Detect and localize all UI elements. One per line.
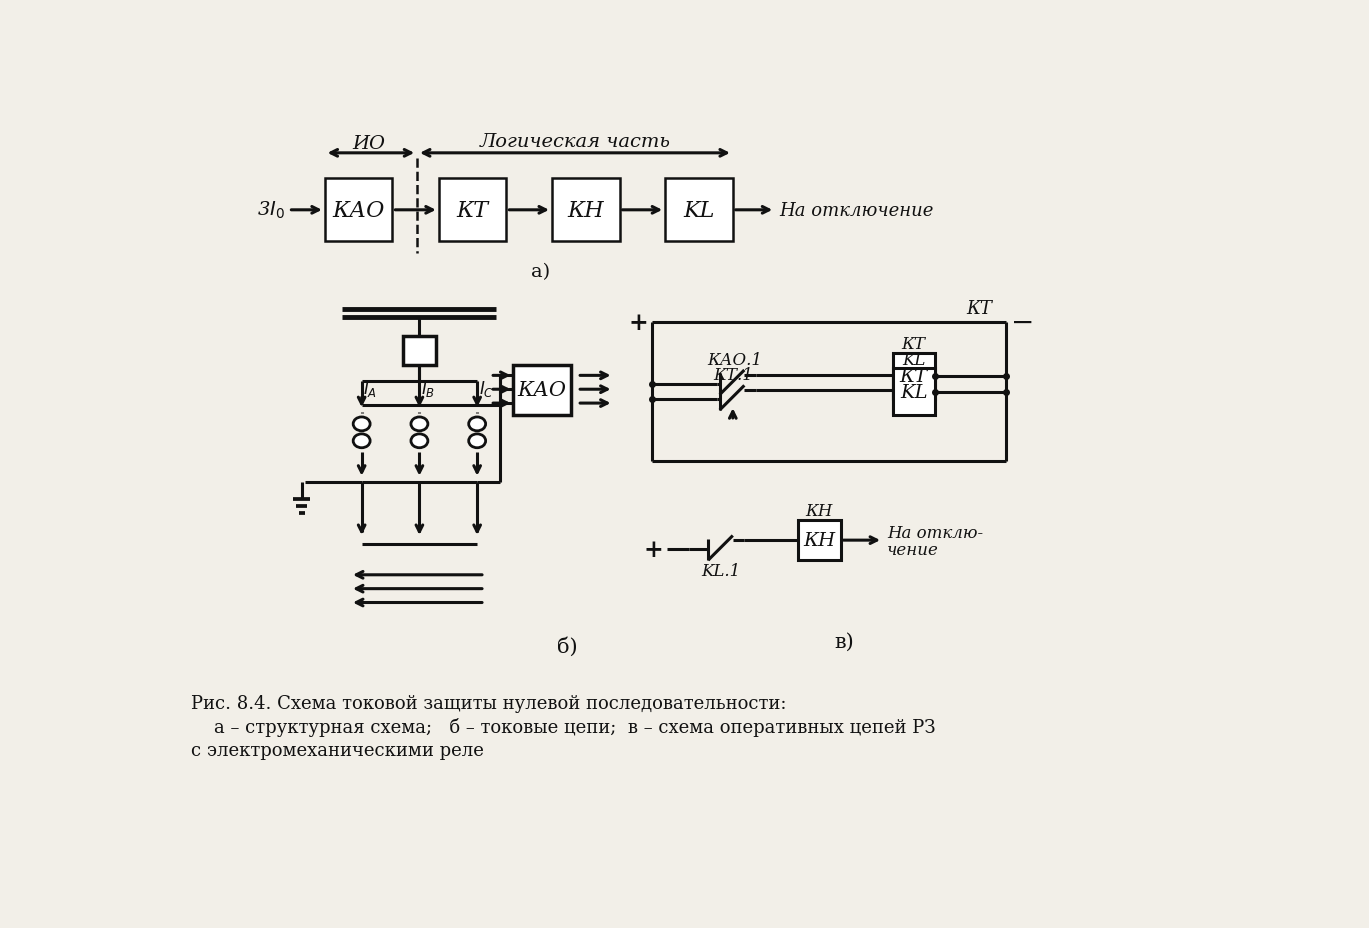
Text: Логическая часть: Логическая часть (479, 133, 671, 151)
Text: КТ: КТ (902, 336, 925, 353)
Ellipse shape (411, 418, 428, 432)
Text: +: + (628, 311, 648, 335)
Text: $I_B$: $I_B$ (420, 379, 435, 399)
Text: чение: чение (887, 541, 939, 559)
Text: КТ.1: КТ.1 (713, 367, 753, 383)
Text: 3$I_0$: 3$I_0$ (257, 200, 285, 221)
Text: На отклю-: На отклю- (887, 524, 983, 541)
Bar (404, 337, 435, 366)
Text: KL: KL (902, 352, 925, 368)
Text: КТ: КТ (456, 200, 489, 222)
Text: −: − (1012, 309, 1035, 336)
Text: KL: KL (899, 383, 928, 401)
Text: КАО: КАО (517, 380, 567, 400)
Text: КН: КН (806, 502, 834, 519)
Text: КН: КН (567, 200, 604, 222)
Text: КТ: КТ (967, 300, 993, 318)
Text: Рис. 8.4. Схема токовой защиты нулевой последовательности:: Рис. 8.4. Схема токовой защиты нулевой п… (192, 695, 787, 713)
Text: ИО: ИО (352, 135, 385, 152)
Bar (552, 179, 620, 242)
Text: а – структурная схема;   б – токовые цепи;  в – схема оперативных цепей РЗ: а – структурная схема; б – токовые цепи;… (192, 717, 936, 736)
Text: $I_C$: $I_C$ (479, 379, 494, 399)
Ellipse shape (468, 434, 486, 448)
Bar (893, 354, 935, 400)
Bar (324, 179, 393, 242)
Text: КТ: КТ (899, 367, 928, 386)
Ellipse shape (468, 418, 486, 432)
Text: +: + (643, 538, 664, 561)
Bar (513, 366, 571, 415)
Ellipse shape (411, 434, 428, 448)
Text: б): б) (557, 636, 578, 656)
Text: с электромеханическими реле: с электромеханическими реле (192, 741, 485, 759)
Ellipse shape (353, 418, 370, 432)
Bar (893, 369, 935, 415)
Bar (438, 179, 507, 242)
Bar (665, 179, 732, 242)
Text: KL.1: KL.1 (702, 563, 741, 580)
Text: в): в) (835, 633, 854, 651)
Ellipse shape (353, 434, 370, 448)
Text: KL: KL (683, 200, 715, 222)
Text: На отключение: На отключение (779, 201, 934, 220)
Text: $I_A$: $I_A$ (363, 379, 378, 399)
Bar (798, 521, 841, 561)
Text: КАО: КАО (333, 200, 385, 222)
Text: КН: КН (804, 532, 835, 549)
Text: а): а) (531, 263, 550, 280)
Text: КАО.1: КАО.1 (708, 352, 763, 368)
